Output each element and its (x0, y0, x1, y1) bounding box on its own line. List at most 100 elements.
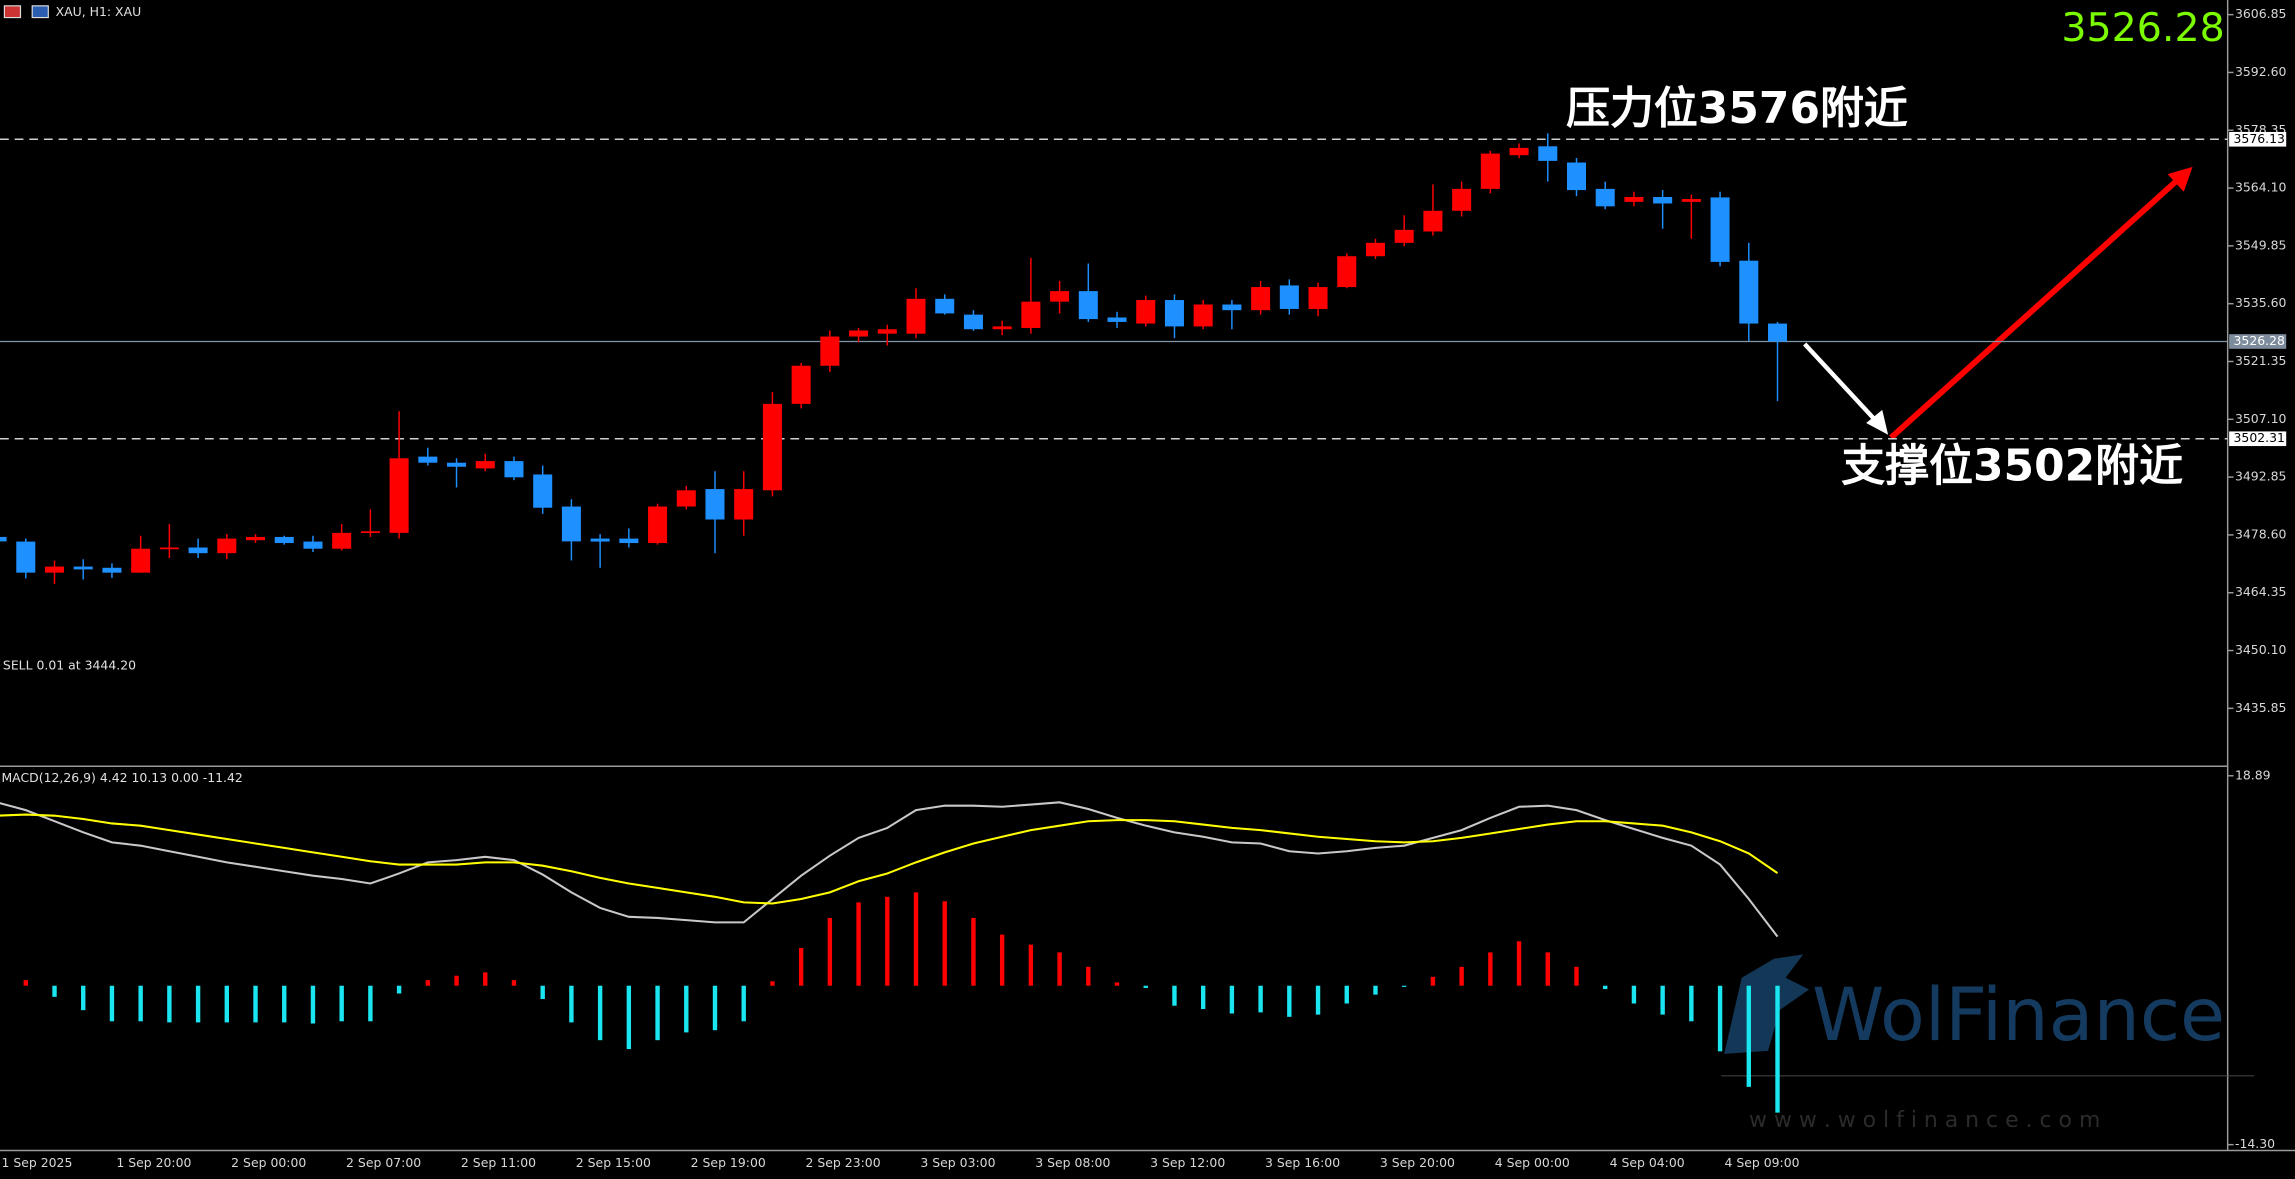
x-tick-label: 1 Sep 2025 (1, 1155, 72, 1170)
x-tick-label: 1 Sep 20:00 (116, 1155, 191, 1170)
histogram-bar (52, 985, 57, 997)
histogram-bar (23, 980, 28, 986)
x-tick-label: 4 Sep 04:00 (1610, 1155, 1685, 1170)
y-tick-label: 3564.10 (2235, 180, 2287, 195)
candle-body (389, 458, 409, 533)
histogram-bar (1775, 985, 1780, 1113)
histogram-bar (1172, 985, 1177, 1006)
histogram-bar (1545, 952, 1550, 986)
histogram-bar (224, 985, 230, 1023)
candle-body (705, 489, 725, 520)
candle-body (963, 314, 983, 330)
histogram-bar (856, 902, 861, 986)
chart-title: XAU, H1: XAU (56, 4, 142, 19)
histogram-bar (1631, 985, 1637, 1004)
x-tick-label: 2 Sep 11:00 (461, 1155, 536, 1170)
histogram-bar (1603, 985, 1608, 990)
histogram-bar (540, 985, 545, 1000)
histogram-bar (1746, 985, 1751, 1087)
candle-body (1595, 188, 1615, 207)
watermark-brand: WolFinance (1812, 973, 2225, 1058)
candle-body (44, 566, 65, 573)
histogram-bar (1287, 985, 1292, 1017)
histogram-bar (770, 981, 775, 986)
annotation: 支撑位3502附近 (1841, 440, 2183, 491)
y-tick-label: 3464.35 (2235, 584, 2286, 599)
candle-body (102, 567, 122, 573)
arrowhead (2167, 166, 2193, 192)
histogram-bar (942, 901, 947, 986)
candle-body (1107, 317, 1127, 322)
candle-body (1624, 196, 1644, 202)
candle-body (619, 538, 639, 544)
candle-body (1164, 300, 1184, 327)
x-tick-label: 3 Sep 12:00 (1150, 1155, 1225, 1170)
candle-body (447, 462, 467, 467)
candle-body (1452, 188, 1472, 211)
x-tick-label: 3 Sep 03:00 (920, 1155, 995, 1170)
arrowhead (1866, 409, 1889, 435)
watermark-url: w w w . w o l f i n a n c e . c o m (1749, 1108, 2100, 1133)
candle-body (791, 365, 811, 404)
candle-body (1566, 162, 1587, 191)
candle-body (1394, 229, 1414, 243)
candle-body (1136, 300, 1156, 324)
candle-body (906, 298, 926, 334)
level-label: 3502.31 (2234, 430, 2285, 445)
candle-body (992, 326, 1012, 330)
price-label-box (2229, 334, 2287, 349)
candle-body (1710, 197, 1730, 262)
arrow-up (1889, 174, 2183, 440)
candle-body (734, 489, 754, 520)
candle-body (1222, 304, 1242, 311)
histogram-bar (310, 985, 316, 1024)
candle-body (188, 547, 208, 554)
histogram-bar (1689, 985, 1694, 1022)
candle-body (1021, 301, 1041, 329)
candle-body (303, 541, 323, 549)
histogram-bar (109, 985, 115, 1022)
indicator-line (0, 813, 1779, 905)
histogram-bar (1401, 985, 1407, 987)
x-tick-label: 3 Sep 08:00 (1035, 1155, 1110, 1170)
histogram-bar (1086, 966, 1091, 986)
candle-body (533, 474, 553, 508)
y-tick-label: 3507.10 (2235, 411, 2287, 426)
candle-body (1509, 147, 1529, 156)
y-tick-label: -14.30 (2235, 1136, 2275, 1151)
histogram-bar (827, 917, 833, 986)
histogram-bar (1315, 985, 1321, 1015)
candle-body (360, 531, 380, 534)
candle-body (676, 490, 696, 507)
histogram-bar (1717, 985, 1723, 1052)
histogram-bar (569, 985, 574, 1023)
histogram-bar (1459, 966, 1464, 986)
histogram-bar (1143, 985, 1148, 988)
price-label: 3526.28 (2234, 333, 2286, 348)
histogram-bar (339, 985, 344, 1022)
histogram-bar (655, 985, 660, 1041)
x-tick-label: 2 Sep 00:00 (231, 1155, 306, 1170)
candle-body (590, 538, 610, 542)
y-tick-label: 3549.85 (2235, 237, 2286, 252)
candle-body (1308, 287, 1328, 309)
candle-body (820, 336, 840, 366)
x-tick-label: 2 Sep 07:00 (346, 1155, 421, 1170)
candle-body (217, 538, 237, 554)
candle-body (1423, 210, 1443, 232)
x-tick-label: 2 Sep 23:00 (806, 1155, 881, 1170)
x-tick-label: 4 Sep 00:00 (1495, 1155, 1570, 1170)
histogram-bar (1344, 985, 1349, 1004)
histogram-bar (1516, 941, 1522, 986)
arrows (1803, 166, 2193, 440)
arrow-down (1803, 342, 1881, 426)
candle-body (1365, 242, 1385, 257)
candle-body (1681, 199, 1701, 202)
x-tick-label: 3 Sep 20:00 (1380, 1155, 1455, 1170)
indicator-title: MACD(12,26,9) 4.42 10.13 0.00 -11.42 (1, 770, 242, 785)
candle-body (1739, 260, 1759, 324)
candle-body (762, 403, 782, 491)
candle-body (877, 329, 897, 334)
histogram-bar (425, 980, 431, 986)
histogram-bar (1114, 982, 1120, 986)
